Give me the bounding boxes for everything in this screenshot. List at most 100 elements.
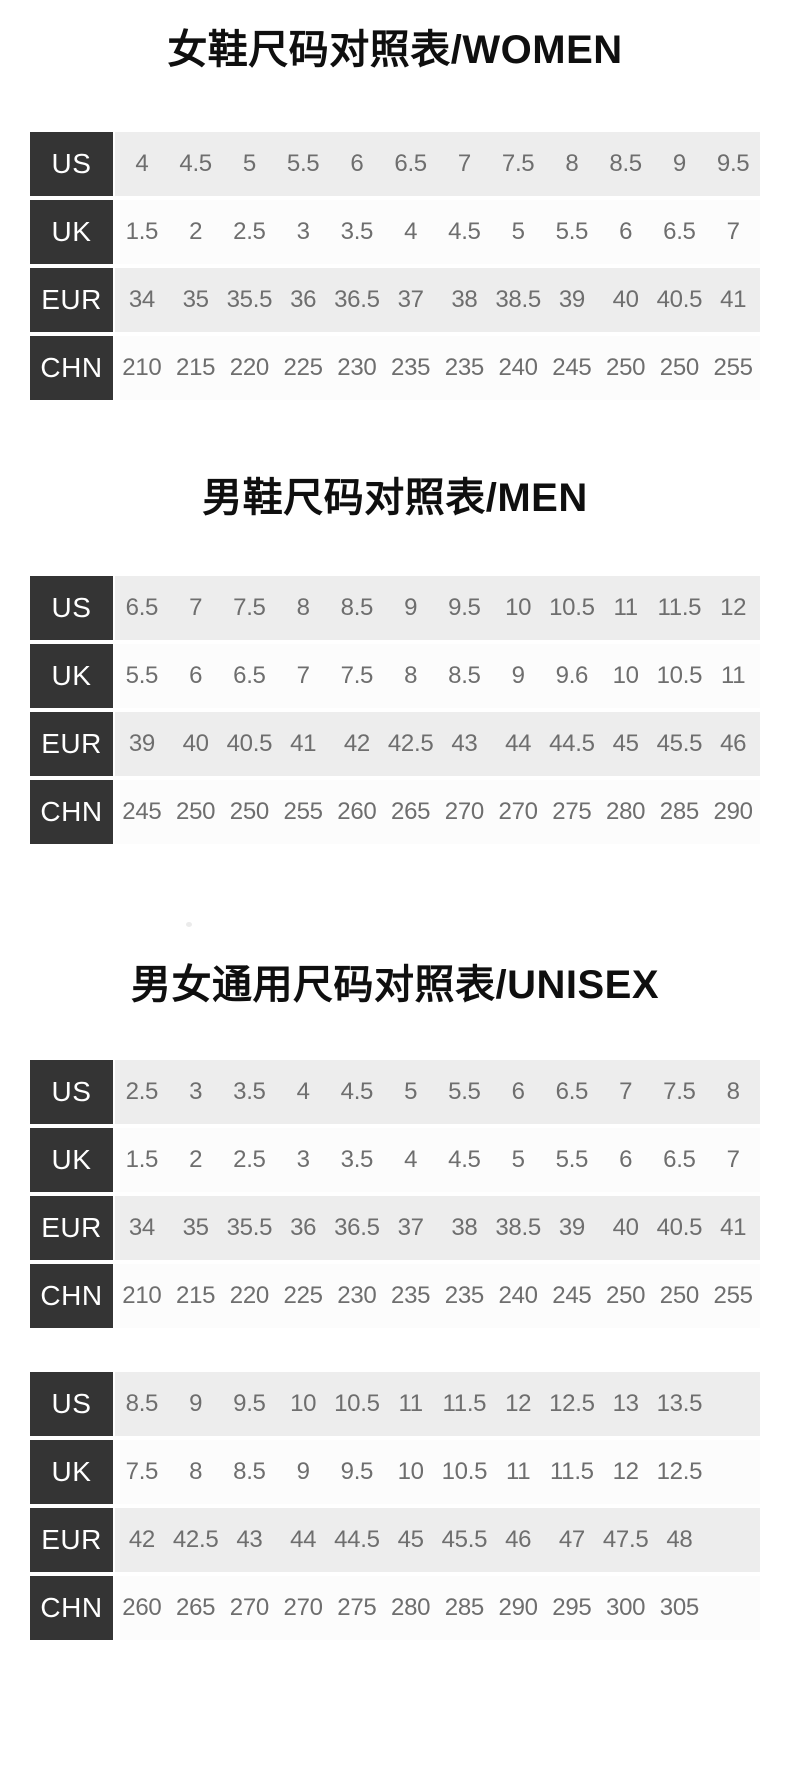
table-row-chn: CHN 210 215 220 225 230 235 235 240 245 250 250 255 bbox=[30, 1264, 760, 1328]
row-label: UK bbox=[30, 1440, 113, 1504]
size-cell: 40 bbox=[612, 286, 639, 313]
size-cell: 44 bbox=[505, 730, 532, 757]
size-cell: 8.5 bbox=[125, 1390, 159, 1417]
size-cell: 39 bbox=[128, 730, 155, 757]
size-cell: 40 bbox=[182, 730, 209, 757]
size-cell: 250 bbox=[659, 1282, 699, 1309]
size-cell: 6.5 bbox=[394, 150, 427, 177]
size-cell: 44.5 bbox=[549, 730, 595, 757]
size-cell: 290 bbox=[498, 1594, 538, 1621]
size-cell: 41 bbox=[290, 730, 317, 757]
size-cell: 36 bbox=[290, 1214, 317, 1241]
size-cell: 7 bbox=[296, 662, 310, 689]
size-table-men: US 6.5 7 7.5 8 8.5 9 9.5 10 10.5 11 11.5 12 UK 5.5 6 6.5… bbox=[30, 576, 760, 848]
table-row-us: US 4 4.5 5 5.5 6 6.5 7 7.5 8 8.5 9 9.5 bbox=[30, 132, 760, 196]
size-cell: 5 bbox=[511, 1146, 525, 1173]
size-cell: 7 bbox=[619, 1078, 633, 1105]
size-cell: 275 bbox=[337, 1594, 377, 1621]
size-cell: 37 bbox=[397, 1214, 424, 1241]
row-label: EUR bbox=[30, 1508, 113, 1572]
section-title-unisex: 男女通用尺码对照表/UNISEX bbox=[130, 963, 660, 1007]
size-cell: 42.5 bbox=[387, 730, 434, 757]
size-cell: 305 bbox=[659, 1594, 699, 1621]
size-cell: 8 bbox=[296, 594, 310, 621]
size-cell: 41 bbox=[720, 1214, 747, 1241]
size-cell: 9 bbox=[296, 1458, 310, 1485]
size-cell: 12 bbox=[720, 594, 747, 621]
size-cell: 3.5 bbox=[340, 1146, 374, 1173]
size-cell: 220 bbox=[229, 354, 269, 381]
size-cell: 215 bbox=[176, 354, 216, 381]
size-cell: 40 bbox=[612, 1214, 639, 1241]
size-cell: 42 bbox=[128, 1526, 155, 1553]
size-cell: 13 bbox=[612, 1390, 639, 1417]
size-cell: 260 bbox=[337, 798, 377, 825]
size-cell: 8 bbox=[726, 1078, 740, 1105]
size-cell: 37 bbox=[397, 286, 424, 313]
size-cell: 4.5 bbox=[448, 218, 481, 245]
row-values: 1.5 2 2.5 3 3.5 4 4.5 5 5.5 6 6.5 7 bbox=[115, 1128, 760, 1192]
size-cell: 2.5 bbox=[125, 1078, 159, 1105]
size-cell: 9.6 bbox=[555, 662, 589, 689]
row-values: 2.5 3 3.5 4 4.5 5 5.5 6 6.5 7 7.5 8 bbox=[115, 1060, 760, 1124]
table-row-uk: UK 1.5 2 2.5 3 3.5 4 4.5 5 5.5 6 6.5 7 bbox=[30, 200, 760, 264]
row-label: US bbox=[30, 1060, 113, 1124]
size-cell: 7.5 bbox=[233, 594, 266, 621]
table-row-uk: UK 5.5 6 6.5 7 7.5 8 8.5 9 9.6 10 10.5 11 bbox=[30, 644, 760, 708]
size-cell: 2 bbox=[189, 1146, 203, 1173]
size-cell: 260 bbox=[122, 1594, 162, 1621]
size-cell: 4.5 bbox=[340, 1078, 374, 1105]
size-cell: 10.5 bbox=[656, 662, 703, 689]
size-cell: 44 bbox=[290, 1526, 317, 1553]
size-cell: 240 bbox=[498, 1282, 538, 1309]
size-cell: 10 bbox=[505, 594, 532, 621]
row-label: CHN bbox=[30, 1576, 113, 1640]
size-cell: 235 bbox=[391, 354, 431, 381]
size-cell: 7.5 bbox=[125, 1458, 159, 1485]
size-cell: 8.5 bbox=[340, 594, 374, 621]
row-label: CHN bbox=[30, 1264, 113, 1328]
size-cell: 4 bbox=[404, 218, 418, 245]
size-cell: 285 bbox=[444, 1594, 484, 1621]
size-cell: 250 bbox=[659, 354, 699, 381]
size-cell: 275 bbox=[552, 798, 592, 825]
size-cell bbox=[706, 1508, 760, 1572]
size-cell: 245 bbox=[122, 798, 162, 825]
size-cell: 7.5 bbox=[663, 1078, 696, 1105]
size-cell: 220 bbox=[229, 1282, 269, 1309]
size-cell: 3 bbox=[296, 1146, 310, 1173]
size-cell: 40.5 bbox=[226, 730, 273, 757]
size-cell: 35 bbox=[182, 1214, 209, 1241]
size-cell: 250 bbox=[176, 798, 216, 825]
size-cell: 290 bbox=[713, 798, 753, 825]
size-cell: 210 bbox=[122, 354, 162, 381]
size-cell: 4 bbox=[404, 1146, 418, 1173]
size-cell: 8.5 bbox=[448, 662, 481, 689]
section-title-men: 男鞋尺码对照表/MEN bbox=[202, 476, 588, 520]
size-cell: 270 bbox=[283, 1594, 323, 1621]
size-table-unisex-small: US 2.5 3 3.5 4 4.5 5 5.5 6 6.5 7 7.5 8 UK 1.5 2 2.5 3 3.5 4… bbox=[30, 1060, 760, 1332]
size-cell: 230 bbox=[337, 1282, 377, 1309]
size-cell: 34 bbox=[128, 286, 155, 313]
size-cell: 5.5 bbox=[286, 150, 320, 177]
table-row-eur: EUR 34 35 35.5 36 36.5 37 38 38.5 39 40 40.5 41 bbox=[30, 1196, 760, 1260]
row-values: 34 35 35.5 36 36.5 37 38 38.5 39 40 40.5 41 bbox=[115, 268, 760, 332]
size-cell: 210 bbox=[122, 1282, 162, 1309]
row-values: 4 4.5 5 5.5 6 6.5 7 7.5 8 8.5 9 9.5 bbox=[115, 132, 760, 196]
table-row-eur: EUR 42 42.5 43 44 44.5 45 45.5 46 47 47.5 48 bbox=[30, 1508, 760, 1572]
size-cell: 10.5 bbox=[441, 1458, 488, 1485]
size-cell: 3.5 bbox=[340, 218, 374, 245]
size-cell: 39 bbox=[558, 1214, 585, 1241]
size-cell: 8.5 bbox=[609, 150, 642, 177]
section-title-women: 女鞋尺码对照表/WOMEN bbox=[167, 28, 623, 72]
size-cell: 40.5 bbox=[656, 1214, 703, 1241]
size-cell: 230 bbox=[337, 354, 377, 381]
size-cell: 38.5 bbox=[495, 1214, 541, 1241]
size-cell: 300 bbox=[606, 1594, 646, 1621]
size-cell: 9.5 bbox=[340, 1458, 374, 1485]
row-label: CHN bbox=[30, 336, 113, 400]
size-cell: 36.5 bbox=[334, 286, 380, 313]
size-cell: 250 bbox=[229, 798, 269, 825]
size-cell: 6 bbox=[619, 1146, 633, 1173]
size-cell: 12 bbox=[505, 1390, 532, 1417]
